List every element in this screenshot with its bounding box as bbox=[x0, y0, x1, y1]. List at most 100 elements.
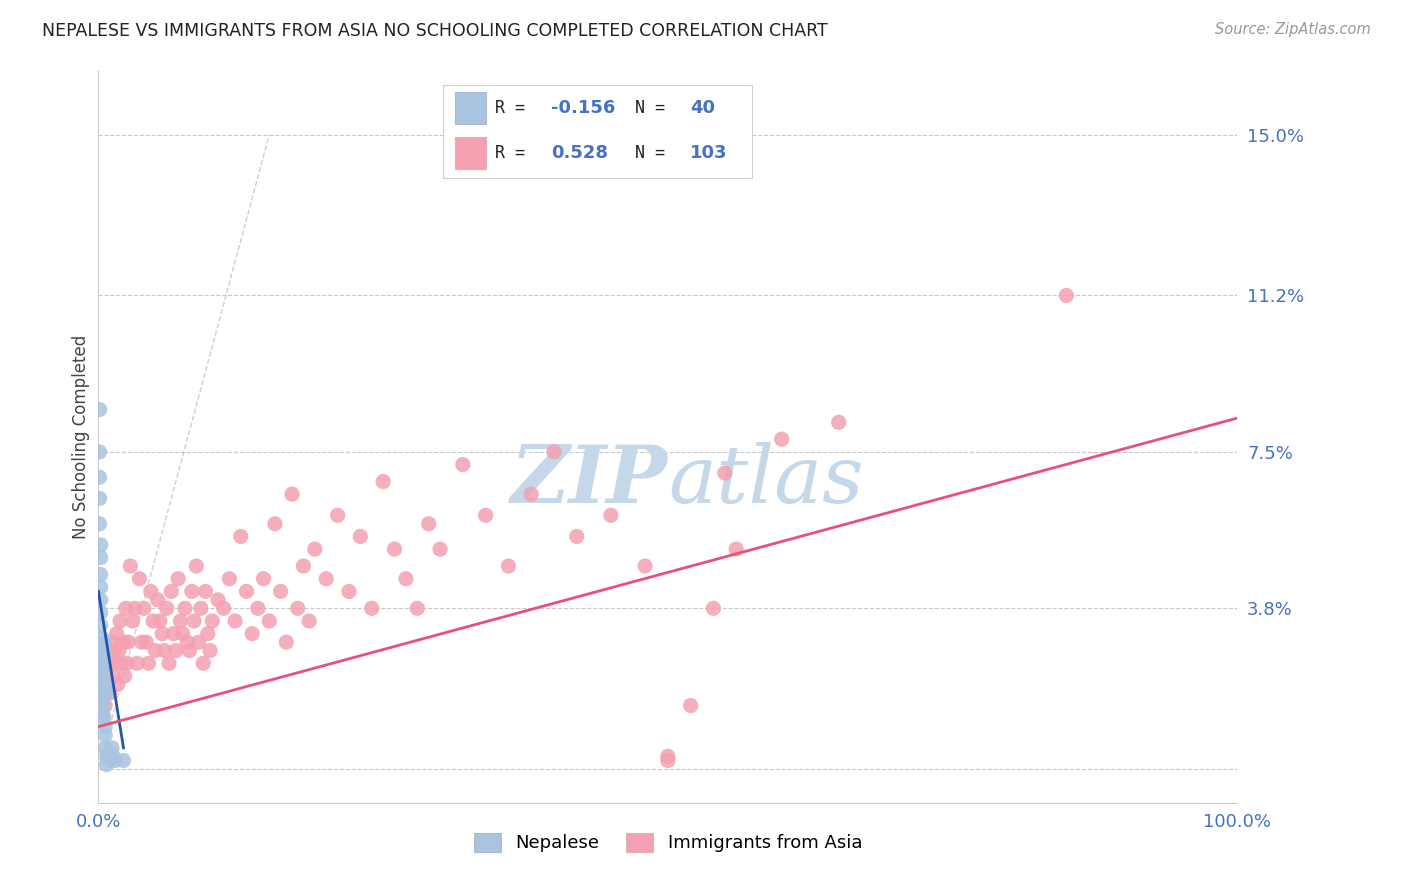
Point bbox=[276, 635, 298, 649]
Point bbox=[198, 643, 221, 657]
Text: 0.528: 0.528 bbox=[551, 145, 609, 162]
Point bbox=[132, 601, 155, 615]
Point bbox=[138, 657, 160, 671]
Point bbox=[94, 698, 117, 713]
Point bbox=[101, 635, 124, 649]
Point bbox=[128, 572, 150, 586]
Point bbox=[194, 584, 217, 599]
Point bbox=[150, 626, 173, 640]
Point bbox=[229, 529, 252, 543]
Point bbox=[131, 635, 153, 649]
Point bbox=[337, 584, 360, 599]
Point bbox=[498, 559, 520, 574]
Point bbox=[101, 740, 124, 755]
Point bbox=[90, 631, 112, 645]
Point bbox=[153, 643, 176, 657]
Point bbox=[91, 690, 114, 705]
Point bbox=[91, 698, 114, 713]
Point bbox=[315, 572, 337, 586]
Point bbox=[520, 487, 543, 501]
Y-axis label: No Schooling Completed: No Schooling Completed bbox=[72, 335, 90, 539]
Point bbox=[90, 665, 112, 679]
Point bbox=[90, 592, 112, 607]
Point bbox=[97, 749, 120, 764]
Point bbox=[114, 601, 136, 615]
Point bbox=[186, 559, 208, 574]
Point bbox=[657, 749, 679, 764]
Point bbox=[90, 657, 112, 671]
Point bbox=[176, 635, 198, 649]
Point bbox=[94, 740, 117, 755]
Text: R =: R = bbox=[495, 99, 536, 117]
Point bbox=[714, 466, 737, 480]
Point bbox=[304, 542, 326, 557]
Point bbox=[543, 445, 565, 459]
Point bbox=[93, 711, 115, 725]
Point bbox=[104, 754, 127, 768]
Text: atlas: atlas bbox=[668, 442, 863, 520]
Point bbox=[112, 754, 135, 768]
Point bbox=[93, 648, 115, 662]
Point bbox=[98, 754, 121, 768]
Point bbox=[114, 669, 136, 683]
Point bbox=[112, 635, 135, 649]
Point bbox=[657, 754, 679, 768]
Point bbox=[201, 614, 224, 628]
Point bbox=[90, 648, 112, 662]
Point bbox=[96, 677, 118, 691]
Point bbox=[90, 550, 112, 565]
Point bbox=[160, 584, 183, 599]
Point bbox=[107, 677, 129, 691]
Point bbox=[193, 657, 215, 671]
Point bbox=[96, 757, 118, 772]
Point bbox=[451, 458, 474, 472]
Point bbox=[90, 618, 112, 632]
Point bbox=[406, 601, 429, 615]
Point bbox=[1054, 288, 1078, 302]
Point bbox=[259, 614, 281, 628]
Point bbox=[179, 643, 201, 657]
Point bbox=[292, 559, 315, 574]
Point bbox=[828, 415, 851, 429]
Point bbox=[93, 635, 115, 649]
Point bbox=[326, 508, 349, 523]
Point bbox=[108, 614, 131, 628]
Point bbox=[156, 601, 179, 615]
Point bbox=[98, 686, 121, 700]
Point bbox=[169, 614, 191, 628]
Text: Source: ZipAtlas.com: Source: ZipAtlas.com bbox=[1215, 22, 1371, 37]
Text: R =: R = bbox=[495, 145, 536, 162]
Point bbox=[96, 686, 118, 700]
Point bbox=[135, 635, 157, 649]
Point bbox=[183, 614, 205, 628]
Point bbox=[634, 559, 657, 574]
Point bbox=[127, 657, 149, 671]
Point bbox=[180, 584, 202, 599]
Point bbox=[89, 470, 111, 484]
Point bbox=[287, 601, 309, 615]
Point bbox=[298, 614, 321, 628]
Point bbox=[89, 445, 111, 459]
Point bbox=[371, 475, 394, 489]
Point bbox=[90, 673, 112, 688]
Point bbox=[97, 657, 120, 671]
Point bbox=[103, 669, 125, 683]
Point bbox=[124, 601, 146, 615]
Legend: Nepalese, Immigrants from Asia: Nepalese, Immigrants from Asia bbox=[467, 826, 869, 860]
Point bbox=[474, 508, 496, 523]
Point bbox=[770, 432, 793, 446]
Point bbox=[165, 643, 187, 657]
Point bbox=[93, 660, 115, 674]
Point bbox=[252, 572, 274, 586]
Point bbox=[93, 669, 115, 683]
Point bbox=[96, 749, 118, 764]
Point bbox=[281, 487, 304, 501]
Point bbox=[172, 626, 194, 640]
Point bbox=[105, 626, 128, 640]
Point bbox=[115, 657, 138, 671]
Point bbox=[100, 749, 122, 764]
Point bbox=[94, 720, 117, 734]
Point bbox=[240, 626, 263, 640]
Point bbox=[104, 657, 127, 671]
Text: 103: 103 bbox=[690, 145, 728, 162]
